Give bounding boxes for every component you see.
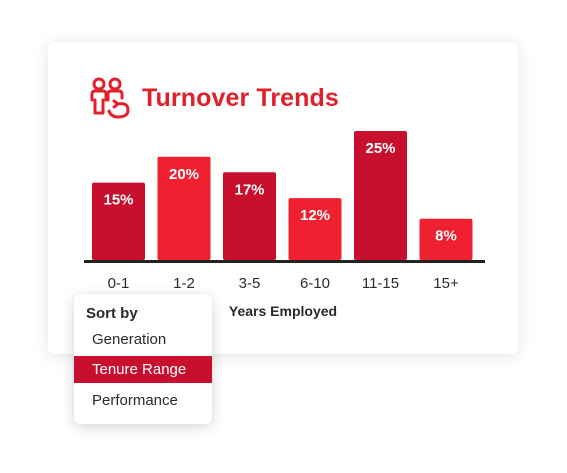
- tick-label-15+: 15+: [433, 275, 459, 292]
- bar-11-15: [354, 131, 407, 260]
- data-label-6-10: 12%: [300, 207, 330, 224]
- sort-dropdown-panel: Sort by Generation Tenure Range Performa…: [74, 294, 212, 424]
- bar-15+: [419, 218, 473, 260]
- tick-label-0-1: 0-1: [108, 275, 130, 292]
- x-axis-title: Years Employed: [229, 303, 337, 319]
- card-title: Turnover Trends: [142, 83, 339, 112]
- bar-1-2: [157, 156, 211, 260]
- tick-label-11-15: 11-15: [362, 275, 399, 292]
- tick-label-6-10: 6-10: [300, 275, 330, 292]
- sort-option-generation[interactable]: Generation: [92, 331, 167, 348]
- bar-0-1: [92, 182, 145, 260]
- tick-label-3-5: 3-5: [239, 275, 261, 292]
- data-label-1-2: 20%: [169, 166, 199, 183]
- data-label-3-5: 17%: [234, 181, 264, 198]
- sort-by-label: Sort by: [86, 305, 138, 322]
- bar-6-10: [288, 198, 342, 260]
- tick-label-1-2: 1-2: [173, 275, 195, 292]
- data-label-15+: 8%: [435, 228, 457, 245]
- data-label-11-15: 25%: [365, 140, 395, 157]
- people-cycle-icon: [90, 77, 130, 119]
- sort-option-tenure-range[interactable]: Tenure Range: [74, 356, 212, 383]
- bar-3-5: [223, 172, 276, 260]
- data-label-0-1: 15%: [103, 192, 133, 209]
- sort-option-performance[interactable]: Performance: [92, 392, 178, 409]
- card-header: Turnover Trends: [88, 75, 339, 121]
